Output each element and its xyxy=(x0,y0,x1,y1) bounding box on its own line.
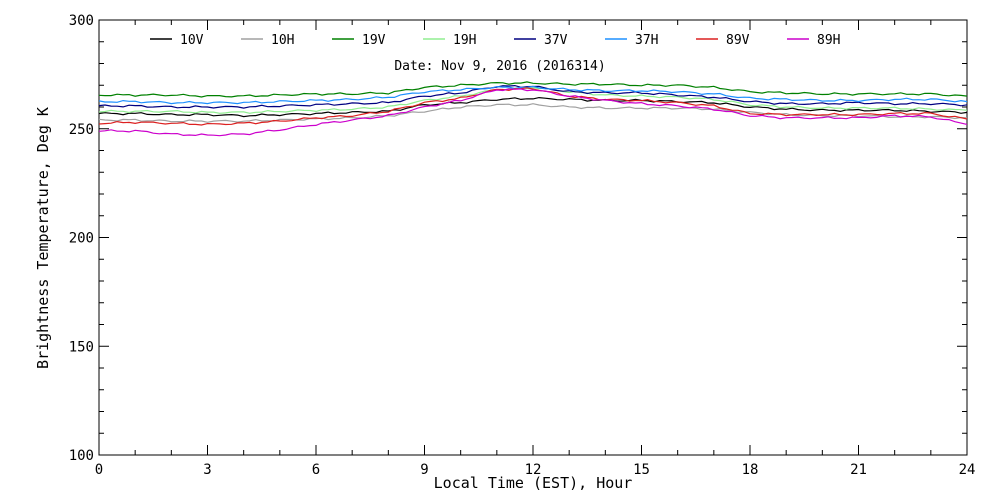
y-tick-label: 300 xyxy=(69,13,94,29)
legend-label-10v: 10V xyxy=(180,33,204,48)
x-tick-label: 3 xyxy=(203,462,211,478)
series-line-10h xyxy=(98,103,968,123)
y-tick-label: 100 xyxy=(69,448,94,464)
x-tick-label: 24 xyxy=(959,462,976,478)
legend-label-89v: 89V xyxy=(726,33,750,48)
series-line-89v xyxy=(98,87,968,126)
series-line-19h xyxy=(98,86,968,114)
legend-label-37h: 37H xyxy=(635,33,658,48)
x-tick-label: 18 xyxy=(742,462,759,478)
x-tick-label: 0 xyxy=(95,462,103,478)
series-line-89h xyxy=(98,88,968,137)
date-label: Date: Nov 9, 2016 (2016314) xyxy=(394,59,605,74)
y-tick-label: 200 xyxy=(69,231,94,247)
y-axis-label: Brightness Temperature, Deg K xyxy=(34,107,52,369)
y-tick-label: 250 xyxy=(69,122,94,138)
plot-frame xyxy=(98,19,968,456)
x-tick-label: 15 xyxy=(633,462,650,478)
x-tick-label: 21 xyxy=(850,462,867,478)
legend-label-19h: 19H xyxy=(453,33,476,48)
x-tick-label: 6 xyxy=(312,462,320,478)
legend-label-89h: 89H xyxy=(817,33,840,48)
legend-label-37v: 37V xyxy=(544,33,568,48)
series-line-19v xyxy=(98,81,968,98)
x-tick-label: 9 xyxy=(420,462,428,478)
y-tick-label: 150 xyxy=(69,339,94,355)
legend-label-19v: 19V xyxy=(362,33,386,48)
series-line-37h xyxy=(98,85,968,105)
x-axis-label: Local Time (EST), Hour xyxy=(434,474,633,492)
legend-label-10h: 10H xyxy=(271,33,294,48)
series-line-10v xyxy=(98,96,968,118)
x-tick-label: 12 xyxy=(525,462,542,478)
